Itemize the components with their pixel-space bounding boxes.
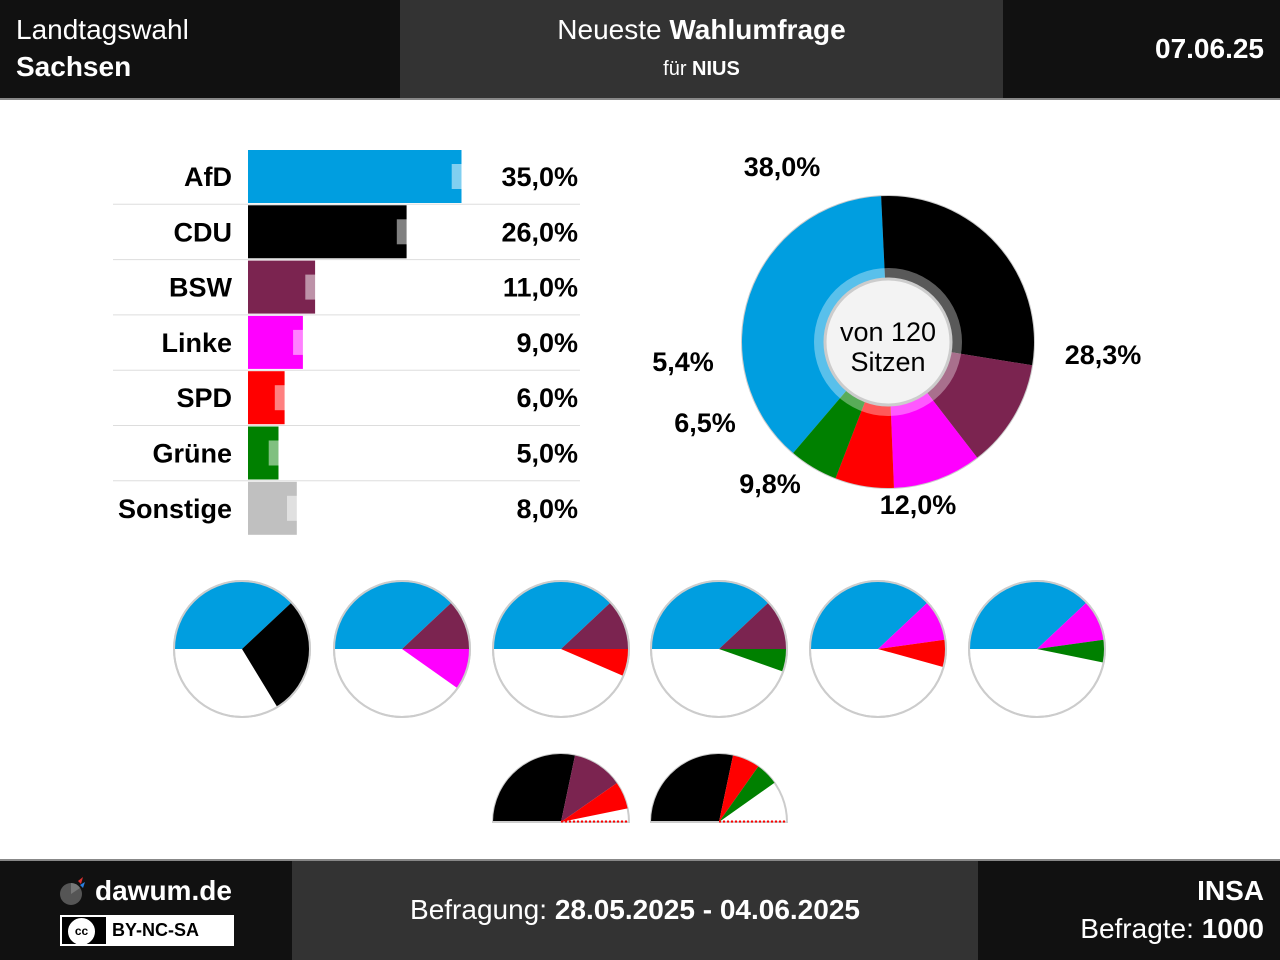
bar-label-cdu: CDU [174, 217, 233, 247]
coalition-slice-afd [809, 580, 928, 649]
bar-label-linke: Linke [161, 328, 232, 358]
header-bar: Landtagswahl Sachsen Neueste Wahlumfrage… [0, 0, 1280, 98]
bar-previous-marker-cdu [396, 219, 419, 245]
coalition-outline [333, 580, 471, 718]
donut-slice-afd [741, 196, 888, 454]
header-divider [0, 98, 1280, 100]
survey-period: Befragung: 28.05.2025 - 04.06.2025 [410, 894, 860, 925]
coalition-chart-cdu-bsw-spd [491, 753, 631, 823]
coalition-outline [173, 580, 311, 718]
header-title-box: Neueste Wahlumfrage für NIUS [400, 0, 1003, 98]
coalition-slice-linke [1037, 602, 1105, 649]
coalition-slice-gruene [1037, 639, 1105, 663]
coalition-outline [968, 580, 1106, 718]
bar-previous-marker-gruene [268, 440, 291, 466]
bar-value-cdu: 26,0% [501, 217, 578, 247]
coalition-slice-afd [174, 580, 292, 649]
bar-previous-marker-afd [451, 164, 474, 189]
bar-label-sonstige: Sonstige [118, 494, 232, 524]
bar-value-afd: 35,0% [501, 162, 578, 192]
header-subtitle: für NIUS [663, 58, 740, 80]
state-name: Sachsen [16, 51, 132, 82]
bar-previous-marker-linke [293, 329, 316, 355]
footer-divider [0, 859, 1280, 861]
coalition-chart-afd-linke-spd [809, 580, 947, 718]
donut-value-bsw: 12,0% [880, 490, 957, 520]
donut-center [823, 277, 953, 407]
coalition-chart-cdu-spd-gruene [649, 753, 789, 823]
coalition-outline [492, 580, 630, 718]
coalition-chart-afd-bsw-gruene [650, 580, 788, 718]
coalition-slice-gruene [719, 649, 787, 672]
license-text: BY-NC-SA [112, 920, 200, 940]
coalition-slice-cdu [651, 754, 733, 822]
coalition-outline [809, 580, 947, 718]
coalition-slice-afd [492, 580, 611, 649]
donut-value-linke: 9,8% [739, 469, 801, 499]
bar-cdu [248, 205, 407, 259]
bar-previous-marker-spd [274, 385, 297, 411]
coalition-slice-linke [878, 602, 946, 649]
survey-period-box: Befragung: 28.05.2025 - 04.06.2025 [292, 861, 978, 960]
charts-area: AfD 35,0% CDU 26,0% BSW 11,0% Linke 9,0% SPD 6,0%… [113, 150, 1141, 823]
institute-name: INSA [1197, 875, 1264, 906]
coalition-slice-bsw [719, 602, 787, 649]
donut-value-cdu: 28,3% [1065, 340, 1142, 370]
respondents: Befragte: 1000 [1080, 913, 1264, 944]
bar-label-gruene: Grüne [152, 439, 232, 469]
coalition-slice-spd [561, 783, 628, 822]
coalition-slice-linke [402, 649, 470, 689]
coalition-slice-gruene [719, 766, 775, 822]
donut-value-gruene: 5,4% [652, 347, 714, 377]
coalition-slice-bsw [561, 755, 617, 822]
coalition-slice-cdu [493, 754, 575, 822]
brand-name[interactable]: dawum.de [95, 875, 232, 906]
bar-value-gruene: 5,0% [516, 439, 578, 469]
footer-bar: dawum.de cc BY-NC-SA Befragung: 28.05.20… [0, 861, 1280, 960]
bar-value-bsw: 11,0% [503, 273, 578, 303]
bar-label-spd: SPD [176, 383, 232, 413]
bar-value-spd: 6,0% [516, 383, 578, 413]
coalition-slice-bsw [561, 602, 629, 649]
donut-center-label-1: von 120 [840, 317, 936, 347]
coalition-slice-spd [878, 639, 946, 668]
election-type: Landtagswahl [16, 14, 189, 45]
coalition-chart-afd-linke-gruene [968, 580, 1106, 718]
coalition-slice-afd [968, 580, 1087, 649]
coalition-slice-spd [561, 649, 629, 677]
dawum-logo-icon [60, 877, 85, 905]
poll-date: 07.06.25 [1155, 33, 1264, 64]
bar-value-linke: 9,0% [516, 328, 578, 358]
creative-commons-icon: cc [68, 918, 95, 945]
bar-previous-marker-bsw [305, 274, 328, 300]
coalition-slice-afd [651, 580, 769, 649]
donut-center-label-2: Sitzen [850, 347, 925, 377]
bar-previous-marker-sonstige [287, 495, 309, 521]
coalition-chart-afd-bsw-spd [492, 580, 630, 718]
coalition-charts [173, 580, 1106, 823]
bar-label-bsw: BSW [169, 273, 233, 303]
coalition-slice-spd [719, 755, 759, 822]
bar-label-afd: AfD [184, 162, 232, 192]
coalition-slice-afd [334, 580, 452, 649]
header-title: Neueste Wahlumfrage [557, 14, 846, 45]
donut-value-spd: 6,5% [674, 408, 736, 438]
bar-value-sonstige: 8,0% [516, 494, 578, 524]
coalition-outline [650, 580, 788, 718]
donut-value-afd: 38,0% [744, 152, 821, 182]
coalition-chart-afd-bsw-linke [333, 580, 471, 718]
coalition-slice-cdu [242, 602, 311, 708]
coalition-slice-bsw [402, 602, 470, 649]
bar-bsw [248, 260, 316, 314]
bar-afd [248, 150, 462, 203]
license-badge[interactable]: cc BY-NC-SA [60, 915, 234, 946]
bar-chart: AfD 35,0% CDU 26,0% BSW 11,0% Linke 9,0% SPD 6,0%… [113, 150, 580, 535]
coalition-chart-afd-cdu [173, 580, 311, 718]
